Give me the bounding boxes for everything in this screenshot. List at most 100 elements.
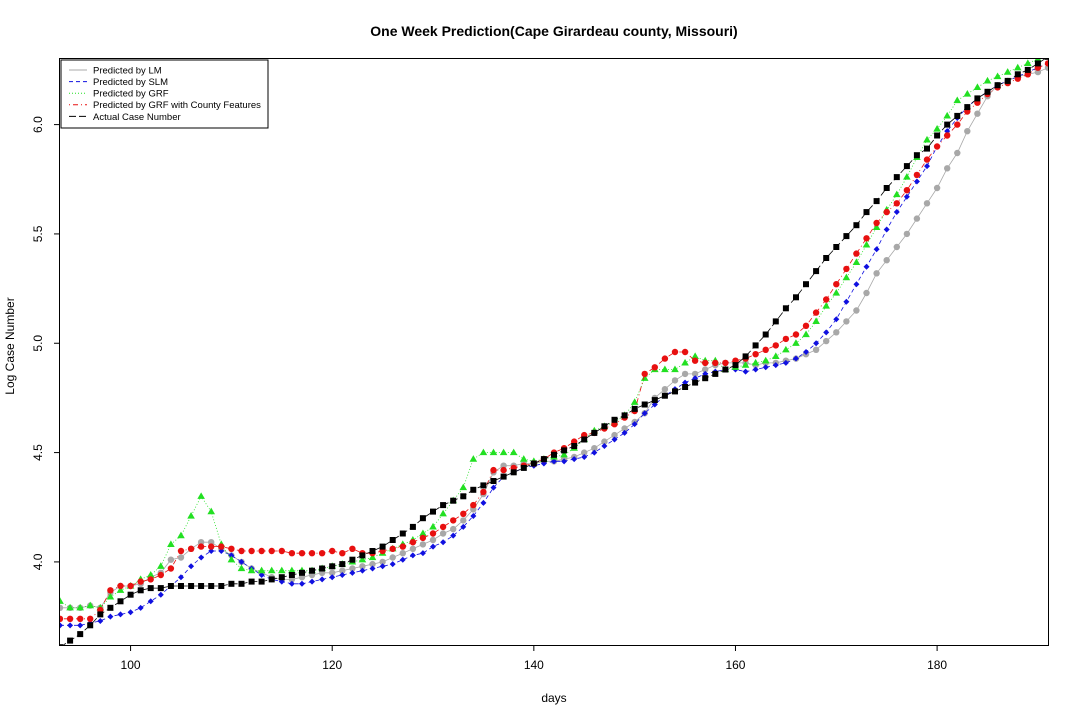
data-point <box>833 329 840 336</box>
data-point <box>218 583 225 589</box>
data-point <box>127 609 134 616</box>
data-point <box>873 219 880 227</box>
data-point <box>702 375 709 382</box>
series-3 <box>60 59 1048 611</box>
data-point <box>258 578 265 585</box>
data-point <box>823 329 830 336</box>
data-point <box>682 384 689 390</box>
data-point <box>117 582 124 590</box>
data-point <box>772 362 779 369</box>
data-point <box>76 603 84 611</box>
data-point <box>692 379 699 386</box>
data-point <box>258 547 265 555</box>
data-point <box>470 486 477 493</box>
data-point <box>751 358 760 366</box>
data-point <box>853 307 860 314</box>
data-point <box>318 550 326 557</box>
data-point <box>752 342 759 349</box>
data-point <box>389 561 396 568</box>
y-tick-label: 5.0 <box>31 335 45 352</box>
data-point <box>762 364 769 371</box>
data-point <box>267 566 276 574</box>
data-point <box>561 447 568 454</box>
data-point <box>178 583 184 589</box>
data-point <box>892 190 901 198</box>
data-point <box>681 358 689 366</box>
data-point <box>792 331 800 338</box>
data-point <box>489 448 498 456</box>
data-point <box>702 359 709 367</box>
data-point <box>379 558 386 566</box>
data-point <box>923 200 931 207</box>
data-point <box>319 565 326 572</box>
data-point <box>954 149 961 157</box>
data-point <box>247 566 256 574</box>
data-point <box>953 96 962 104</box>
data-point <box>177 547 185 555</box>
data-point <box>349 565 356 572</box>
data-point <box>963 89 972 97</box>
data-point <box>621 429 628 436</box>
data-point <box>742 353 749 360</box>
data-point <box>661 355 669 362</box>
data-point <box>459 483 468 491</box>
legend-entry: Actual Case Number <box>93 112 181 123</box>
y-tick-label: 5.5 <box>31 225 45 242</box>
data-point <box>197 543 205 550</box>
data-point <box>923 135 931 143</box>
axes-layer: 100 120 140 160 180 4.0 4.5 5.0 5.5 6.0 <box>31 116 947 672</box>
data-point <box>621 425 628 432</box>
data-point <box>480 482 487 489</box>
data-point <box>661 392 668 399</box>
data-point <box>691 352 699 359</box>
data-point <box>60 644 63 645</box>
data-point <box>1004 77 1011 84</box>
data-point <box>671 348 679 356</box>
data-point <box>591 429 598 436</box>
data-point <box>208 547 215 554</box>
data-point <box>641 370 648 378</box>
data-point <box>1075 54 1080 60</box>
data-point <box>399 556 406 563</box>
data-point <box>752 366 759 373</box>
data-point <box>691 370 699 378</box>
data-point <box>873 270 880 277</box>
legend-box <box>60 59 269 129</box>
data-point <box>298 550 306 557</box>
data-point <box>439 523 447 531</box>
data-point <box>672 388 678 395</box>
data-point <box>722 359 729 367</box>
data-point <box>883 226 890 233</box>
data-point <box>792 355 799 362</box>
data-point <box>419 529 427 537</box>
data-point <box>257 566 266 574</box>
data-point <box>571 456 578 463</box>
data-point <box>167 556 175 563</box>
data-point <box>197 539 205 546</box>
data-point <box>833 281 840 288</box>
data-point <box>450 532 457 539</box>
data-point <box>137 578 144 585</box>
data-point <box>490 478 497 484</box>
data-point <box>329 547 336 555</box>
data-point <box>893 174 900 181</box>
data-point <box>803 281 809 288</box>
data-point <box>218 547 225 554</box>
data-point <box>832 288 841 296</box>
data-point <box>299 569 305 576</box>
data-point <box>238 558 245 565</box>
data-point <box>893 243 900 251</box>
data-point <box>712 359 719 367</box>
data-point <box>469 455 478 462</box>
data-point <box>137 604 144 611</box>
data-point <box>116 586 125 593</box>
data-point <box>994 82 1001 89</box>
data-point <box>227 555 236 563</box>
series-layer <box>60 54 1080 645</box>
data-point <box>288 580 295 587</box>
y-tick-label: 6.0 <box>31 116 45 133</box>
data-point <box>389 554 396 561</box>
data-point <box>97 611 104 618</box>
data-point <box>187 511 195 519</box>
